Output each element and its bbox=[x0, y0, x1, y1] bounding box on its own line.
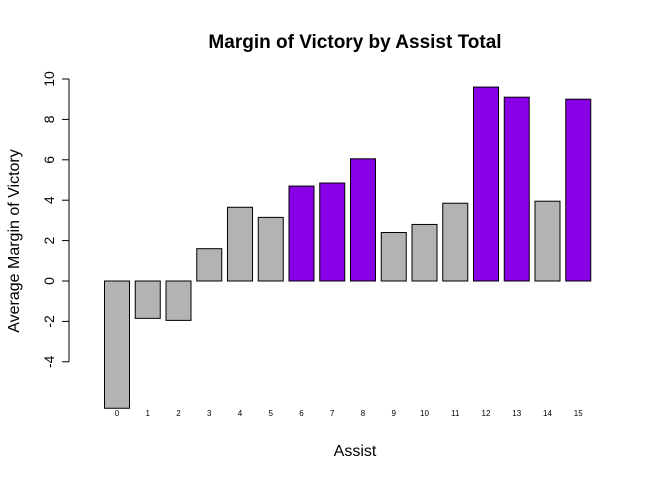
y-tick-label: 4 bbox=[41, 196, 57, 204]
x-tick-label: 15 bbox=[574, 409, 583, 418]
bar-assist-3 bbox=[196, 248, 223, 282]
bar-assist-13 bbox=[503, 96, 530, 282]
x-tick-label: 8 bbox=[361, 409, 366, 418]
y-tick-label: 10 bbox=[41, 71, 57, 87]
bar-assist-2 bbox=[165, 280, 192, 321]
x-tick-label: 12 bbox=[482, 409, 491, 418]
bar-assist-10 bbox=[411, 223, 438, 282]
x-tick-label: 13 bbox=[512, 409, 521, 418]
x-axis-label: Assist bbox=[334, 443, 377, 460]
y-axis-label: Average Margin of Victory bbox=[6, 149, 23, 333]
x-tick-labels: 0 1 2 3 4 5 6 7 8 9 10 11 12 13 14 15 bbox=[115, 409, 583, 418]
x-tick-label: 5 bbox=[269, 409, 274, 418]
y-tick-label: -4 bbox=[41, 355, 57, 368]
y-tick-label: 2 bbox=[41, 236, 57, 244]
bar-assist-5 bbox=[257, 216, 284, 282]
x-tick-label: 3 bbox=[207, 409, 212, 418]
x-tick-label: 2 bbox=[176, 409, 181, 418]
bar-assist-9 bbox=[380, 232, 407, 282]
bar-assist-12 bbox=[473, 86, 499, 282]
y-tick-label: -2 bbox=[41, 315, 57, 328]
y-tick-label: 8 bbox=[41, 115, 57, 123]
bar-assist-8 bbox=[350, 158, 376, 282]
x-tick-label: 7 bbox=[330, 409, 335, 418]
y-tick-label: 0 bbox=[41, 277, 57, 285]
bar-assist-14 bbox=[534, 200, 561, 282]
x-tick-label: 9 bbox=[392, 409, 397, 418]
bar-assist-1 bbox=[134, 280, 161, 319]
x-tick-label: 1 bbox=[146, 409, 151, 418]
x-tick-label: 4 bbox=[238, 409, 243, 418]
bar-assist-15 bbox=[565, 98, 592, 282]
x-tick-label: 6 bbox=[299, 409, 304, 418]
bar-assist-4 bbox=[227, 206, 253, 282]
bar-assist-11 bbox=[442, 202, 469, 282]
x-tick-label: 14 bbox=[543, 409, 552, 418]
bar-assist-7 bbox=[319, 182, 346, 282]
y-axis: -4 -2 0 2 4 6 8 10 bbox=[41, 71, 70, 368]
y-tick-label: 6 bbox=[41, 156, 57, 164]
bar-assist-6 bbox=[288, 185, 315, 282]
chart-title: Margin of Victory by Assist Total bbox=[208, 32, 501, 53]
bars-group bbox=[104, 86, 592, 409]
x-tick-label: 10 bbox=[420, 409, 429, 418]
bar-assist-0 bbox=[104, 280, 130, 409]
x-tick-label: 0 bbox=[115, 409, 120, 418]
x-tick-label: 11 bbox=[451, 409, 460, 418]
